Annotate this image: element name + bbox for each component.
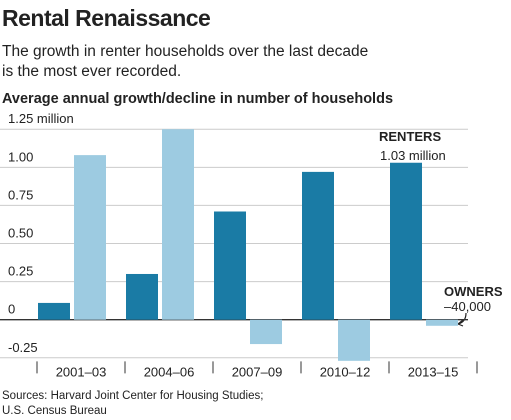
chart-subtitle: Average annual growth/decline in number … [2, 91, 393, 107]
y-tick-label: 0.50 [8, 226, 33, 241]
chart-title: Rental Renaissance [2, 5, 210, 31]
y-tick-label: 0.25 [8, 264, 33, 279]
bar [426, 319, 458, 326]
bar [38, 302, 70, 320]
value-label: –40,000 [444, 299, 491, 314]
subtitle: is the most ever recorded. [2, 63, 181, 80]
annotation-arrow [457, 319, 464, 327]
bar [338, 319, 370, 361]
x-tick-label: 2010–12 [320, 364, 371, 379]
bar [214, 211, 246, 320]
source: U.S. Census Bureau [2, 405, 107, 417]
bar [162, 129, 194, 320]
bar [250, 319, 282, 345]
subtitle: The growth in renter households over the… [2, 43, 368, 60]
annotation-label: OWNERS [444, 284, 503, 299]
bar [74, 155, 106, 320]
y-tick-label: 0 [8, 302, 15, 317]
y-tick-label: -0.25 [8, 340, 38, 355]
x-tick-label: 2007–09 [232, 364, 283, 379]
value-label: 1.03 million [380, 148, 446, 163]
x-tick-label: 2001–03 [56, 364, 107, 379]
y-tick-label: 0.75 [8, 187, 33, 202]
x-tick-label: 2004–06 [144, 364, 195, 379]
y-tick-label: 1.00 [8, 149, 33, 164]
bar [126, 273, 158, 320]
annotation-label: RENTERS [379, 129, 441, 144]
x-tick-label: 2013–15 [408, 364, 459, 379]
bar [390, 162, 422, 320]
y-tick-label: 1.25 million [8, 111, 74, 126]
bar [302, 171, 334, 320]
source: Sources: Harvard Joint Center for Housin… [2, 390, 263, 402]
